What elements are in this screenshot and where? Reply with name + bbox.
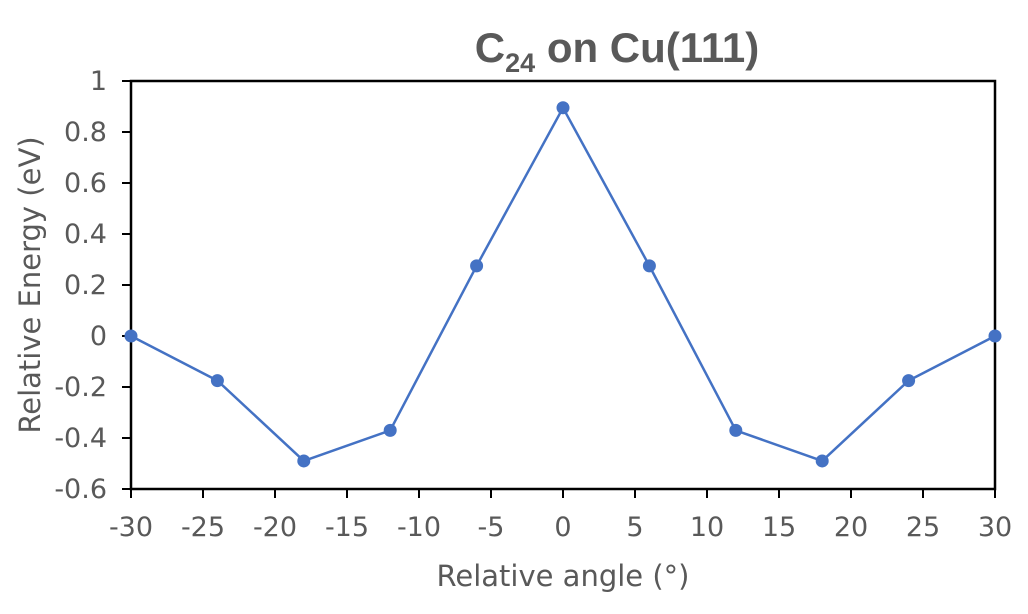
svg-text:C24 on Cu(111): C24 on Cu(111)	[475, 24, 759, 78]
y-tick-label: -0.2	[54, 372, 107, 403]
data-point	[210, 374, 224, 388]
x-tick-label: -30	[109, 512, 153, 543]
x-tick-label: 5	[626, 512, 643, 543]
y-tick-label: 0.8	[64, 117, 107, 148]
data-point	[902, 374, 916, 388]
x-tick-label: -5	[478, 512, 505, 543]
data-point	[297, 454, 311, 468]
data-point	[383, 423, 397, 437]
data-point	[729, 423, 743, 437]
data-point	[556, 101, 570, 115]
y-tick-label: -0.4	[54, 423, 107, 454]
plot-frame	[129, 79, 997, 491]
y-tick-label: -0.6	[54, 474, 107, 505]
chart-title-rest: on Cu(111)	[535, 24, 759, 71]
chart-title-subscript: 24	[505, 48, 535, 78]
x-tick-label: -20	[253, 512, 297, 543]
x-axis-label: Relative angle (°)	[437, 559, 690, 593]
x-tick-label: -15	[325, 512, 369, 543]
chart-title: C24 on Cu(111)	[475, 24, 759, 78]
chart-title-main: C	[475, 24, 505, 71]
x-tick-label: 15	[762, 512, 796, 543]
x-tick-label: -10	[397, 512, 441, 543]
y-tick-label: 1	[90, 66, 107, 97]
x-tick-labels: -30 -25 -20 -15 -10 -5 0 5 10 15 20 25 30	[109, 512, 1012, 543]
x-tick-label: 0	[554, 512, 571, 543]
data-point	[642, 259, 656, 273]
data-point	[815, 454, 829, 468]
series-energy	[124, 101, 1002, 468]
x-tick-label: -25	[181, 512, 225, 543]
y-tick-label: 0.4	[64, 219, 107, 250]
x-tick-label: 30	[978, 512, 1012, 543]
y-ticks	[122, 80, 131, 490]
y-axis-label: Relative Energy (eV)	[13, 136, 47, 433]
y-tick-label: 0.2	[64, 270, 107, 301]
data-point	[124, 329, 138, 343]
x-ticks	[130, 489, 996, 498]
y-tick-labels: 1 0.8 0.6 0.4 0.2 0 -0.2 -0.4 -0.6	[54, 66, 107, 505]
x-tick-label: 10	[690, 512, 724, 543]
y-tick-label: 0	[90, 321, 107, 352]
x-tick-label: 25	[906, 512, 940, 543]
series-line	[130, 106, 996, 463]
y-tick-label: 0.6	[64, 168, 107, 199]
data-point	[988, 329, 1002, 343]
data-point	[470, 259, 484, 273]
x-tick-label: 20	[834, 512, 868, 543]
